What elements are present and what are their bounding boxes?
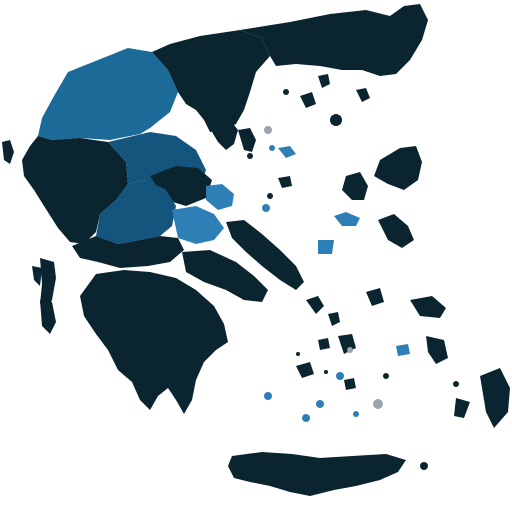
island-dot-5 <box>264 392 272 400</box>
island-dot-13 <box>264 126 272 134</box>
island-dot-11 <box>283 89 289 95</box>
island-dot-18 <box>324 370 328 374</box>
island-dot-12 <box>330 114 342 126</box>
legend-row <box>2 451 106 462</box>
island-skiathos[interactable] <box>278 146 296 158</box>
island-zakynthos[interactable] <box>40 300 56 334</box>
island-dot-2 <box>336 372 344 380</box>
region-magnesia[interactable] <box>206 184 234 210</box>
island-sporades[interactable] <box>278 176 292 188</box>
island-lemnos[interactable] <box>300 92 316 108</box>
region-central-macedonia[interactable] <box>152 30 270 132</box>
island-corfu[interactable] <box>2 140 14 164</box>
island-dot-3 <box>316 400 324 408</box>
island-kos[interactable] <box>410 296 446 318</box>
island-skyros[interactable] <box>334 212 360 226</box>
island-dot-8 <box>267 193 273 199</box>
island-dot-9 <box>247 153 253 159</box>
island-kefalonia[interactable] <box>32 266 42 286</box>
island-dot-6 <box>353 411 359 417</box>
island-ikaria[interactable] <box>366 288 384 306</box>
island-tinos[interactable] <box>328 312 340 326</box>
island-samos[interactable] <box>378 214 414 248</box>
island-chios[interactable] <box>342 172 368 200</box>
island-lefkada[interactable] <box>40 258 56 312</box>
island-dot-14 <box>347 347 353 353</box>
region-central-greece-east[interactable] <box>172 206 224 244</box>
region-central-greece[interactable] <box>96 180 176 244</box>
island-rhodes-small <box>426 336 448 364</box>
legend-row <box>2 473 106 484</box>
island-dot-15 <box>373 399 383 409</box>
island-rhodes[interactable] <box>480 368 510 428</box>
island-dot-10 <box>361 93 367 99</box>
island-dot-19 <box>453 381 459 387</box>
island-dot-1 <box>262 204 270 212</box>
legend-row <box>2 462 106 473</box>
island-dot-7 <box>269 145 275 151</box>
region-attica[interactable] <box>182 250 268 302</box>
region-crete[interactable] <box>228 452 406 496</box>
region-western-greece[interactable] <box>22 136 128 244</box>
island-dot-16 <box>383 373 389 379</box>
island-santorini[interactable] <box>344 378 356 390</box>
chalkidiki-finger-2 <box>238 128 256 152</box>
island-dot-17 <box>296 352 300 356</box>
region-northwest[interactable] <box>38 48 178 140</box>
island-thasos[interactable] <box>318 74 330 88</box>
island-dot-4 <box>302 414 310 422</box>
region-euboea[interactable] <box>226 220 304 290</box>
island-naxos[interactable] <box>338 334 356 354</box>
island-andros[interactable] <box>306 296 324 314</box>
region-thrace[interactable] <box>240 4 428 76</box>
map-legend <box>2 440 106 484</box>
island-dot-20 <box>420 462 428 470</box>
island-karpathos[interactable] <box>454 398 470 418</box>
island-paros[interactable] <box>318 338 330 350</box>
region-chalkidiki[interactable] <box>210 120 238 150</box>
region-fthiotida[interactable] <box>72 236 184 268</box>
legend-row <box>2 440 106 451</box>
region-peloponnese[interactable] <box>80 270 228 414</box>
island-psara[interactable] <box>318 240 334 254</box>
island-milos[interactable] <box>296 362 314 378</box>
island-amorgos[interactable] <box>396 344 410 356</box>
island-lesbos[interactable] <box>374 146 422 190</box>
